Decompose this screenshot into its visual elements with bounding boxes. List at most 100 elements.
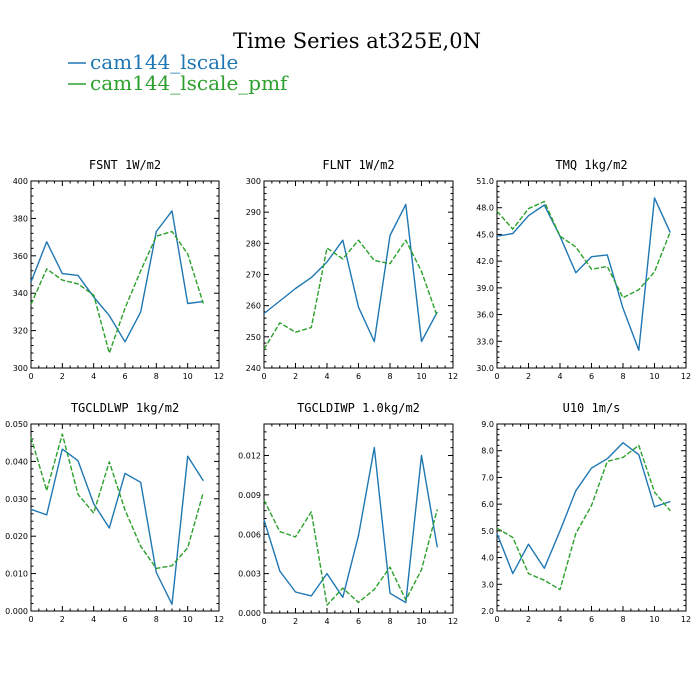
series-line-cam144-lscale-pmf (263, 239, 438, 350)
panel-title: TGCLDIWP 1.0kg/m2 (297, 401, 420, 415)
x-tick-label: 8 (154, 615, 159, 624)
series-line-cam144-lscale (263, 203, 438, 343)
x-tick-label: 4 (324, 372, 329, 381)
x-tick-label: 8 (387, 617, 392, 626)
y-tick-label: 7.0 (481, 473, 494, 482)
panel-tgcldiwp: TGCLDIWP 1.0kg/m2 0 2 4 6 8 10 12 0.000 0.003 0.00… (238, 401, 458, 626)
y-tick-label: 0.000 (238, 609, 261, 618)
panel-title: FSNT 1W/m2 (89, 158, 161, 172)
series-line-cam144-lscale (263, 446, 438, 604)
series-line-cam144-lscale-pmf (30, 230, 204, 354)
x-tick-label: 10 (416, 617, 426, 626)
x-tick-label: 10 (649, 615, 659, 624)
x-tick-label: 12 (214, 615, 224, 624)
y-tick-label: 3.0 (481, 580, 494, 589)
x-tick-label: 10 (416, 372, 426, 381)
y-tick-label: 9.0 (481, 420, 494, 429)
x-tick-label: 0 (261, 372, 266, 381)
y-tick-label: 0.000 (5, 607, 28, 616)
legend: cam144_lscale cam144_lscale_pmf (68, 50, 289, 95)
x-tick-label: 6 (356, 617, 361, 626)
x-tick-label: 6 (356, 372, 361, 381)
y-tick-label: 290 (246, 208, 261, 217)
y-tick-label: 360 (13, 252, 28, 261)
y-tick-label: 340 (13, 289, 28, 298)
x-tick-label: 6 (122, 615, 127, 624)
series-line-cam144-lscale (496, 197, 671, 351)
legend-label-cam144-lscale-pmf: cam144_lscale_pmf (90, 71, 289, 95)
x-tick-label: 2 (293, 372, 298, 381)
main-title: Time Series at325E,0N (233, 29, 481, 53)
x-tick-label: 0 (494, 615, 499, 624)
x-tick-label: 2 (60, 615, 65, 624)
x-tick-label: 10 (649, 372, 659, 381)
y-tick-label: 0.050 (5, 420, 28, 429)
y-tick-label: 0.040 (5, 457, 28, 466)
panel-tgcldlwp: TGCLDLWP 1kg/m2 0 2 4 6 8 10 12 0.000 0.010 0.020 0… (5, 401, 224, 624)
panel-u10: U10 1m/s 0 2 4 6 8 10 12 2.0 3.0 4.0 5.0 6.0 7.0 8.0 9.… (481, 401, 691, 624)
x-tick-label: 4 (557, 615, 562, 624)
x-tick-label: 2 (526, 372, 531, 381)
y-tick-label: 45.0 (476, 230, 494, 239)
x-tick-label: 4 (557, 372, 562, 381)
y-tick-label: 240 (246, 364, 261, 373)
x-tick-label: 2 (293, 617, 298, 626)
y-tick-label: 380 (13, 214, 28, 223)
x-tick-label: 10 (183, 615, 193, 624)
panel-title: U10 1m/s (563, 401, 621, 415)
y-tick-label: 5.0 (481, 527, 494, 536)
y-tick-label: 320 (13, 327, 28, 336)
plot-frame (30, 180, 220, 369)
panel-title: TMQ 1kg/m2 (555, 158, 627, 172)
x-tick-label: 0 (28, 615, 33, 624)
series-line-cam144-lscale-pmf (263, 499, 438, 606)
y-tick-label: 0.010 (5, 570, 28, 579)
panel-title: FLNT 1W/m2 (322, 158, 394, 172)
x-tick-label: 6 (589, 615, 594, 624)
y-tick-label: 39.0 (476, 284, 494, 293)
plot-frame (263, 180, 454, 369)
series-line-cam144-lscale (30, 448, 204, 605)
y-tick-label: 6.0 (481, 500, 494, 509)
y-tick-label: 33.0 (476, 337, 494, 346)
x-tick-label: 6 (122, 372, 127, 381)
y-tick-label: 36.0 (476, 311, 494, 320)
series-line-cam144-lscale (496, 442, 671, 575)
x-tick-label: 0 (494, 372, 499, 381)
y-tick-label: 400 (13, 177, 28, 186)
plot-frame (496, 180, 687, 369)
panel-title: TGCLDLWP 1kg/m2 (71, 401, 179, 415)
x-tick-label: 12 (448, 617, 458, 626)
y-tick-label: 270 (246, 271, 261, 280)
y-tick-label: 0.020 (5, 532, 28, 541)
panel-tmq: TMQ 1kg/m2 0 2 4 6 8 10 12 30.0 33.0 36.0 39.0 42.0 4… (476, 158, 691, 381)
y-tick-label: 42.0 (476, 257, 494, 266)
x-tick-label: 12 (681, 615, 691, 624)
panel-flnt: FLNT 1W/m2 0 2 4 6 8 10 12 240 250 260 270 280 290 300 (246, 158, 458, 381)
x-tick-label: 0 (261, 617, 266, 626)
y-tick-label: 0.009 (238, 491, 261, 500)
x-tick-label: 8 (620, 615, 625, 624)
x-tick-label: 0 (28, 372, 33, 381)
x-tick-label: 4 (91, 372, 96, 381)
x-tick-label: 12 (214, 372, 224, 381)
plot-frame (263, 423, 454, 614)
y-tick-label: 250 (246, 333, 261, 342)
x-tick-label: 12 (681, 372, 691, 381)
y-tick-label: 280 (246, 239, 261, 248)
x-tick-label: 2 (526, 615, 531, 624)
panel-fsnt: FSNT 1W/m2 0 2 4 6 8 10 12 300 320 340 360 380 400 (13, 158, 224, 381)
panels: FSNT 1W/m20 2 4 6 8 10 12300320340360380400FLN… (5, 158, 691, 626)
y-tick-label: 0.003 (238, 570, 261, 579)
y-tick-label: 51.0 (476, 177, 494, 186)
plot-frame (30, 423, 220, 612)
y-tick-label: 0.030 (5, 495, 28, 504)
x-tick-label: 4 (91, 615, 96, 624)
x-tick-label: 6 (589, 372, 594, 381)
y-tick-label: 8.0 (481, 447, 494, 456)
x-tick-label: 4 (324, 617, 329, 626)
y-tick-label: 0.006 (238, 530, 261, 539)
y-tick-label: 0.012 (238, 452, 261, 461)
x-tick-label: 8 (387, 372, 392, 381)
series-line-cam144-lscale-pmf (496, 200, 671, 299)
